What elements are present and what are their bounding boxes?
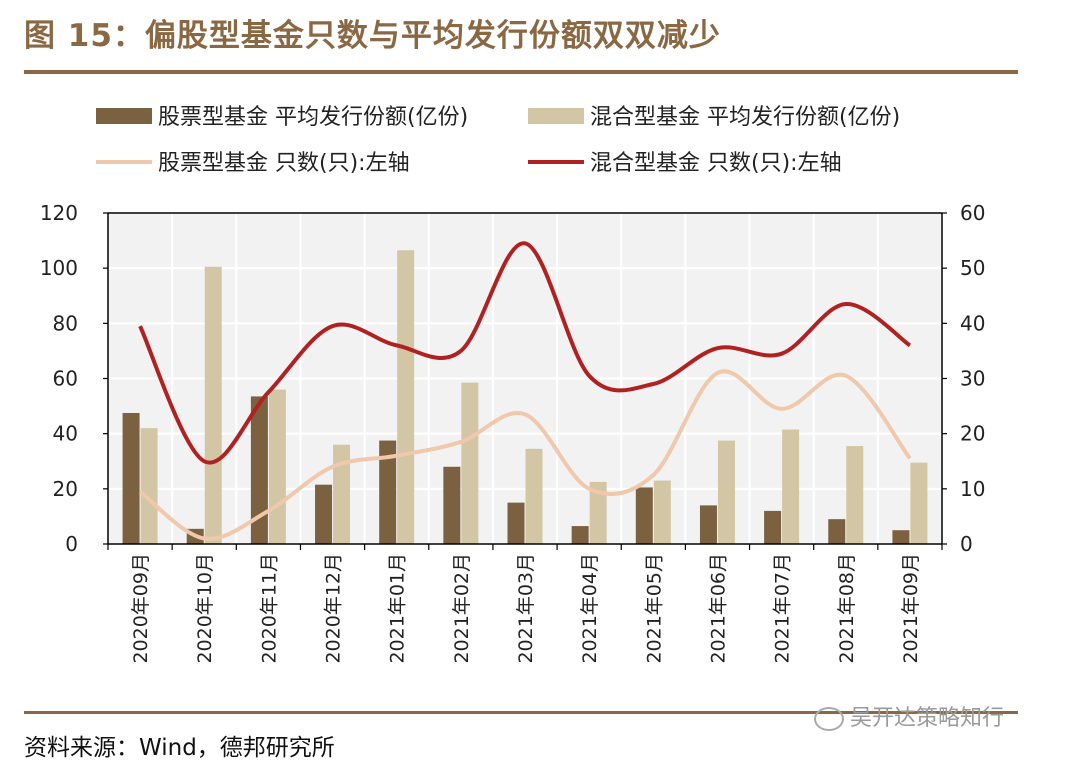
y-right-tick-label: 0	[960, 532, 973, 556]
wechat-icon	[814, 707, 844, 731]
y-left-tick-label: 0	[65, 532, 78, 556]
bar	[782, 429, 800, 544]
bar	[315, 484, 333, 544]
y-left-tick-label: 120	[40, 201, 78, 225]
bar	[507, 502, 525, 544]
y-left-tick-label: 60	[53, 367, 78, 391]
series-line	[138, 241, 912, 465]
x-tick-label: 2021年03月	[515, 553, 537, 664]
watermark: 吴开达策略知行	[814, 700, 1004, 732]
bar	[333, 444, 351, 544]
source-note: 资料来源：Wind，德邦研究所	[24, 735, 335, 761]
x-tick-label: 2021年01月	[387, 553, 409, 664]
bar	[699, 505, 717, 544]
source-divider	[24, 711, 1018, 714]
x-tick-label: 2021年06月	[707, 553, 729, 664]
plot-area: 0 20 40 60 80 100 120 0 10 20 30 40 50 60 2020年09月 2020…	[40, 201, 986, 664]
bar	[461, 382, 479, 544]
bar	[204, 266, 222, 544]
bar	[717, 440, 735, 544]
bar	[589, 481, 607, 544]
legend-label: 股票型基金 只数(只):左轴	[158, 151, 410, 176]
bar	[764, 510, 782, 544]
y-left-tick-label: 100	[40, 256, 78, 280]
y-left-tick-label: 40	[53, 422, 78, 446]
x-tick-label: 2021年09月	[900, 553, 922, 664]
y-left-tick-label: 20	[53, 477, 78, 501]
x-tick-label: 2021年02月	[451, 553, 473, 664]
bar	[571, 526, 589, 544]
legend-label: 混合型基金 平均发行份额(亿份)	[590, 105, 900, 130]
chart-legend: 股票型基金 平均发行份额(亿份) 混合型基金 平均发行份额(亿份) 股票型基金 只数…	[96, 105, 900, 176]
bar	[525, 448, 543, 544]
y-right-tick-label: 30	[960, 367, 985, 391]
x-tick-label: 2021年05月	[643, 553, 665, 664]
bar	[910, 462, 928, 544]
x-tick-label: 2020年09月	[130, 553, 152, 664]
figure-title: 图 15：偏股型基金只数与平均发行份额双双减少	[24, 18, 721, 54]
y-right-tick-label: 10	[960, 477, 985, 501]
y-left-tick-label: 80	[53, 311, 78, 335]
bar	[892, 530, 910, 544]
title-divider	[24, 70, 1018, 74]
y-right-tick-label: 40	[960, 311, 985, 335]
bar	[379, 440, 397, 544]
bar	[397, 250, 415, 545]
bar	[443, 466, 461, 544]
chart: 股票型基金 平均发行份额(亿份) 混合型基金 平均发行份额(亿份) 股票型基金 只数…	[40, 105, 986, 664]
bar	[828, 519, 846, 544]
bar	[140, 428, 158, 544]
y-right-tick-label: 60	[960, 201, 985, 225]
x-tick-label: 2020年10月	[194, 553, 216, 664]
x-tick-label: 2021年07月	[772, 553, 794, 664]
y-right-tick-label: 50	[960, 256, 985, 280]
bar	[122, 412, 140, 544]
legend-swatch	[96, 108, 152, 124]
series-line	[138, 369, 912, 541]
watermark-text: 吴开达策略知行	[850, 706, 1005, 731]
bar	[846, 446, 864, 544]
x-tick-label: 2020年12月	[323, 553, 345, 664]
bar	[268, 389, 286, 544]
bar	[635, 487, 653, 544]
y-right-tick-label: 20	[960, 422, 985, 446]
x-tick-label: 2020年11月	[258, 553, 280, 664]
legend-label: 混合型基金 只数(只):左轴	[590, 151, 842, 176]
x-tick-label: 2021年08月	[836, 553, 858, 664]
bar	[250, 396, 268, 544]
legend-swatch	[528, 108, 584, 124]
x-tick-label: 2021年04月	[579, 553, 601, 664]
bar	[653, 480, 671, 544]
legend-label: 股票型基金 平均发行份额(亿份)	[158, 105, 468, 130]
